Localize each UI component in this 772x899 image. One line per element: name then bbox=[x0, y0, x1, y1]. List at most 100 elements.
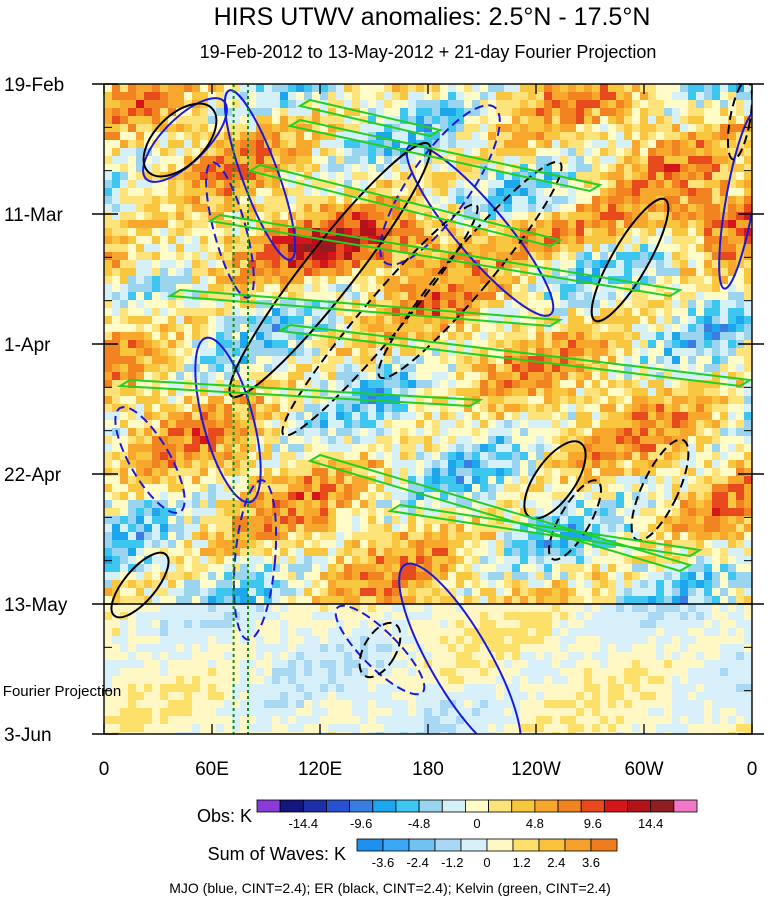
field-cell bbox=[112, 100, 121, 109]
field-cell bbox=[416, 356, 425, 365]
field-cell bbox=[392, 276, 401, 285]
field-cell bbox=[608, 428, 617, 437]
field-cell bbox=[568, 140, 577, 149]
field-cell bbox=[544, 252, 553, 261]
field-cell bbox=[600, 364, 609, 373]
field-cell bbox=[336, 412, 345, 421]
field-cell bbox=[616, 380, 625, 389]
field-cell bbox=[168, 108, 177, 117]
field-cell bbox=[256, 444, 265, 453]
field-cell bbox=[432, 156, 441, 165]
field-cell bbox=[440, 484, 449, 493]
field-cell bbox=[408, 300, 417, 309]
field-cell bbox=[352, 212, 361, 221]
field-cell bbox=[280, 500, 289, 509]
field-cell bbox=[328, 508, 337, 517]
field-cell bbox=[736, 252, 745, 261]
field-cell bbox=[664, 100, 673, 109]
field-cell bbox=[616, 468, 625, 477]
field-cell bbox=[112, 212, 121, 221]
field-cell bbox=[512, 564, 521, 573]
field-cell bbox=[128, 244, 137, 253]
field-cell bbox=[344, 548, 353, 557]
field-cell bbox=[136, 212, 145, 221]
field-cell bbox=[328, 372, 337, 381]
field-cell bbox=[256, 396, 265, 405]
field-cell bbox=[256, 484, 265, 493]
field-cell bbox=[704, 444, 713, 453]
field-cell bbox=[640, 500, 649, 509]
field-cell bbox=[328, 212, 337, 221]
field-cell bbox=[584, 308, 593, 317]
field-cell bbox=[608, 116, 617, 125]
field-cell bbox=[680, 300, 689, 309]
field-cell bbox=[128, 284, 137, 293]
field-cell bbox=[328, 204, 337, 213]
field-cell bbox=[160, 548, 169, 557]
field-cell bbox=[584, 532, 593, 541]
field-cell bbox=[344, 332, 353, 341]
field-cell bbox=[720, 148, 729, 157]
field-cell bbox=[248, 276, 257, 285]
field-cell bbox=[440, 492, 449, 501]
field-cell bbox=[680, 516, 689, 525]
field-cell bbox=[400, 396, 409, 405]
field-cell bbox=[432, 532, 441, 541]
field-cell bbox=[696, 92, 705, 101]
field-cell bbox=[656, 228, 665, 237]
field-cell bbox=[160, 292, 169, 301]
field-cell bbox=[280, 212, 289, 221]
field-cell bbox=[456, 572, 465, 581]
field-cell bbox=[480, 404, 489, 413]
field-cell bbox=[376, 84, 385, 93]
field-cell bbox=[328, 300, 337, 309]
field-cell bbox=[696, 156, 705, 165]
field-cell bbox=[552, 92, 561, 101]
field-cell bbox=[256, 324, 265, 333]
field-cell bbox=[672, 84, 681, 93]
field-cell bbox=[152, 196, 161, 205]
field-cell bbox=[744, 540, 752, 549]
field-cell bbox=[528, 100, 537, 109]
field-cell bbox=[232, 268, 241, 277]
field-cell bbox=[472, 468, 481, 477]
field-cell bbox=[328, 116, 337, 125]
field-cell bbox=[744, 316, 752, 325]
field-cell bbox=[120, 188, 129, 197]
field-cell bbox=[736, 404, 745, 413]
field-cell bbox=[728, 292, 737, 301]
field-cell bbox=[648, 492, 657, 501]
field-cell bbox=[256, 220, 265, 229]
field-cell bbox=[112, 108, 121, 117]
field-cell bbox=[392, 524, 401, 533]
field-cell bbox=[392, 308, 401, 317]
field-cell bbox=[512, 556, 521, 565]
field-cell bbox=[744, 444, 752, 453]
field-cell bbox=[464, 364, 473, 373]
field-cell bbox=[504, 452, 513, 461]
field-cell bbox=[504, 276, 513, 285]
field-cell bbox=[656, 124, 665, 133]
field-cell bbox=[656, 180, 665, 189]
field-cell bbox=[680, 444, 689, 453]
field-cell bbox=[608, 172, 617, 181]
field-cell bbox=[480, 428, 489, 437]
field-cell bbox=[424, 516, 433, 525]
field-cell bbox=[536, 116, 545, 125]
field-cell bbox=[432, 300, 441, 309]
field-cell bbox=[256, 308, 265, 317]
field-cell bbox=[256, 412, 265, 421]
field-cell bbox=[544, 188, 553, 197]
field-cell bbox=[360, 260, 369, 269]
field-cell bbox=[368, 292, 377, 301]
field-cell bbox=[160, 108, 169, 117]
field-cell bbox=[560, 188, 569, 197]
field-cell bbox=[720, 452, 729, 461]
field-cell bbox=[656, 324, 665, 333]
field-cell bbox=[688, 524, 697, 533]
field-cell bbox=[128, 268, 137, 277]
field-cell bbox=[304, 564, 313, 573]
field-cell bbox=[592, 84, 601, 93]
field-cell bbox=[720, 124, 729, 133]
field-cell bbox=[584, 324, 593, 333]
